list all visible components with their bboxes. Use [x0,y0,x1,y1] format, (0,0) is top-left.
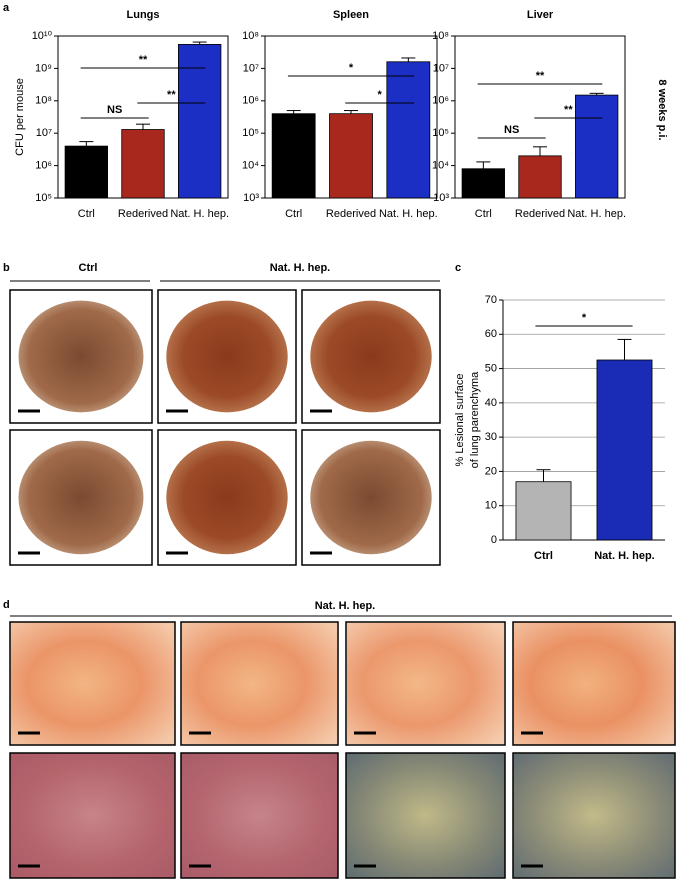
tissue [166,300,288,413]
chart-title: Liver [527,9,554,21]
significance-label: * [378,89,383,101]
bar [596,359,653,541]
panel-header: Nat. H. hep. [270,262,331,274]
significance-label: ** [564,104,573,116]
x-tick-label: Rederived [515,208,565,220]
y-tick-label: 10⁶ [432,95,449,107]
y-tick-label: 10⁵ [432,127,449,139]
tissue [11,754,174,877]
panel-header: Ctrl [79,262,98,274]
y-tick-label: 10⁸ [35,95,52,107]
y-tick-label: 60 [485,328,497,340]
y-tick-label: 40 [485,397,497,409]
panel-label: c [455,262,461,274]
bar [575,94,619,199]
significance-label: * [349,62,354,74]
y-tick-label: 10⁵ [35,192,52,204]
chart-title: Lungs [127,9,160,21]
y-tick-label: 10⁶ [242,95,259,107]
y-tick-label: 30 [485,431,497,443]
y-axis-label: CFU per mouse [14,78,26,156]
bar [386,61,431,199]
tissue [18,440,144,555]
tissue [310,440,432,555]
y-tick-label: 10³ [243,192,259,204]
significance-label: ** [139,54,148,66]
bar [271,113,316,199]
tissue [347,754,504,877]
tissue [166,440,288,555]
y-axis-label: % Lesional surface [454,374,466,467]
x-tick-label: Nat. H. hep. [594,550,655,562]
y-tick-label: 10⁸ [242,30,259,42]
y-tick-label: 10⁵ [242,127,259,139]
bar [518,155,562,199]
panel-label: b [3,262,10,274]
tissue [182,754,337,877]
y-tick-label: 10¹⁰ [32,30,53,42]
bar [329,113,373,199]
x-tick-label: Nat. H. hep. [170,208,229,220]
tissue [182,623,337,744]
panel-label: a [3,2,10,14]
x-tick-label: Ctrl [534,550,553,562]
y-tick-label: 10⁷ [243,62,259,74]
significance-label: ** [536,70,545,82]
x-tick-label: Nat. H. hep. [567,208,626,220]
bar [64,145,108,199]
tissue [11,623,174,744]
y-tick-label: 10 [485,500,497,512]
y-tick-label: 20 [485,465,497,477]
y-tick-label: 10⁶ [35,160,52,172]
x-tick-label: Ctrl [285,208,302,220]
y-tick-label: 10³ [433,192,449,204]
y-tick-label: 70 [485,294,497,306]
y-tick-label: 10⁷ [36,127,52,139]
x-tick-label: Ctrl [78,208,95,220]
y-tick-label: 10⁸ [432,30,449,42]
y-tick-label: 10⁴ [432,160,449,172]
y-tick-label: 50 [485,362,497,374]
side-label: 8 weeks p.i. [656,79,668,140]
tissue [310,300,432,413]
significance-label: NS [504,124,519,136]
y-tick-label: 10⁴ [242,160,259,172]
y-tick-label: 10⁷ [433,62,449,74]
tissue [514,623,674,744]
chart-title: Spleen [333,9,369,21]
bar [178,44,222,199]
significance-label: * [582,312,587,324]
tissue [18,300,144,413]
significance-label: ** [167,89,176,101]
y-tick-label: 0 [491,534,497,546]
tissue [514,754,674,877]
panel-header: Nat. H. hep. [315,600,376,612]
x-tick-label: Rederived [118,208,168,220]
x-tick-label: Ctrl [475,208,492,220]
y-tick-label: 10⁹ [35,62,52,74]
y-axis-label: of lung parenchyma [469,371,481,468]
panel-label: d [3,599,10,611]
bar [515,481,572,541]
tissue [347,623,504,744]
bar [461,168,505,199]
x-tick-label: Rederived [326,208,376,220]
bar [121,129,165,199]
x-tick-label: Nat. H. hep. [379,208,438,220]
significance-label: NS [107,104,122,116]
